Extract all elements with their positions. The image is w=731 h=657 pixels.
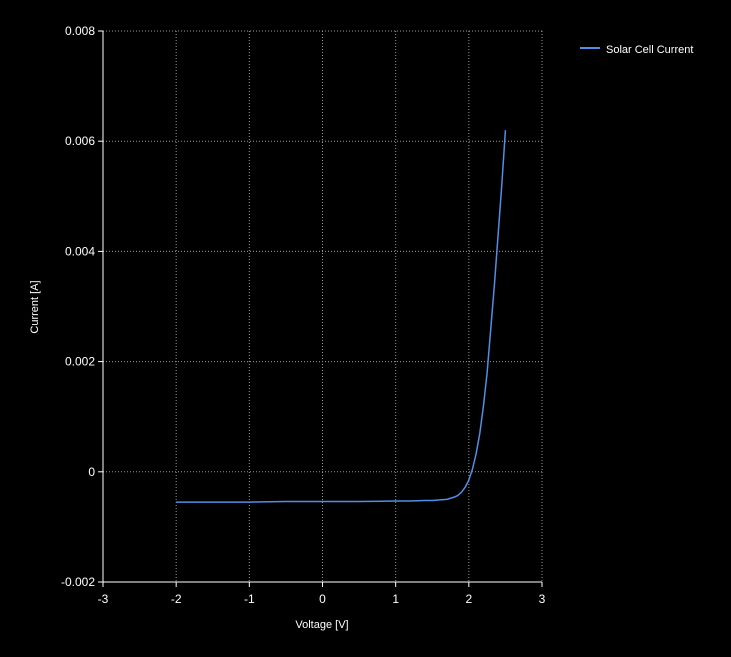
- y-axis-ticks: -0.002 0 0.002 0.004 0.006 0.008: [61, 24, 103, 589]
- y-tick-label: 0: [88, 465, 95, 479]
- x-tick-label: -3: [98, 592, 109, 606]
- legend-label: Solar Cell Current: [606, 44, 693, 56]
- y-tick-label: 0.002: [65, 355, 95, 369]
- y-axis-title: Current [A]: [29, 280, 41, 333]
- series-layer: [176, 130, 507, 503]
- series-line-solar-cell-current: [176, 130, 507, 503]
- y-tick-label: -0.002: [61, 575, 95, 589]
- x-tick-label: -1: [244, 592, 255, 606]
- x-tick-label: 2: [465, 592, 472, 606]
- legend: Solar Cell Current: [580, 44, 693, 56]
- y-tick-label: 0.008: [65, 24, 95, 38]
- grid: [103, 30, 543, 582]
- y-tick-label: 0.004: [65, 244, 95, 258]
- x-axis-title: Voltage [V]: [295, 619, 348, 631]
- x-axis-ticks: -3 -2 -1 0 1 2 3: [98, 582, 546, 606]
- y-tick-label: 0.006: [65, 134, 95, 148]
- x-tick-label: 1: [392, 592, 399, 606]
- x-tick-label: 3: [539, 592, 546, 606]
- x-tick-label: -2: [171, 592, 182, 606]
- x-tick-label: 0: [319, 592, 326, 606]
